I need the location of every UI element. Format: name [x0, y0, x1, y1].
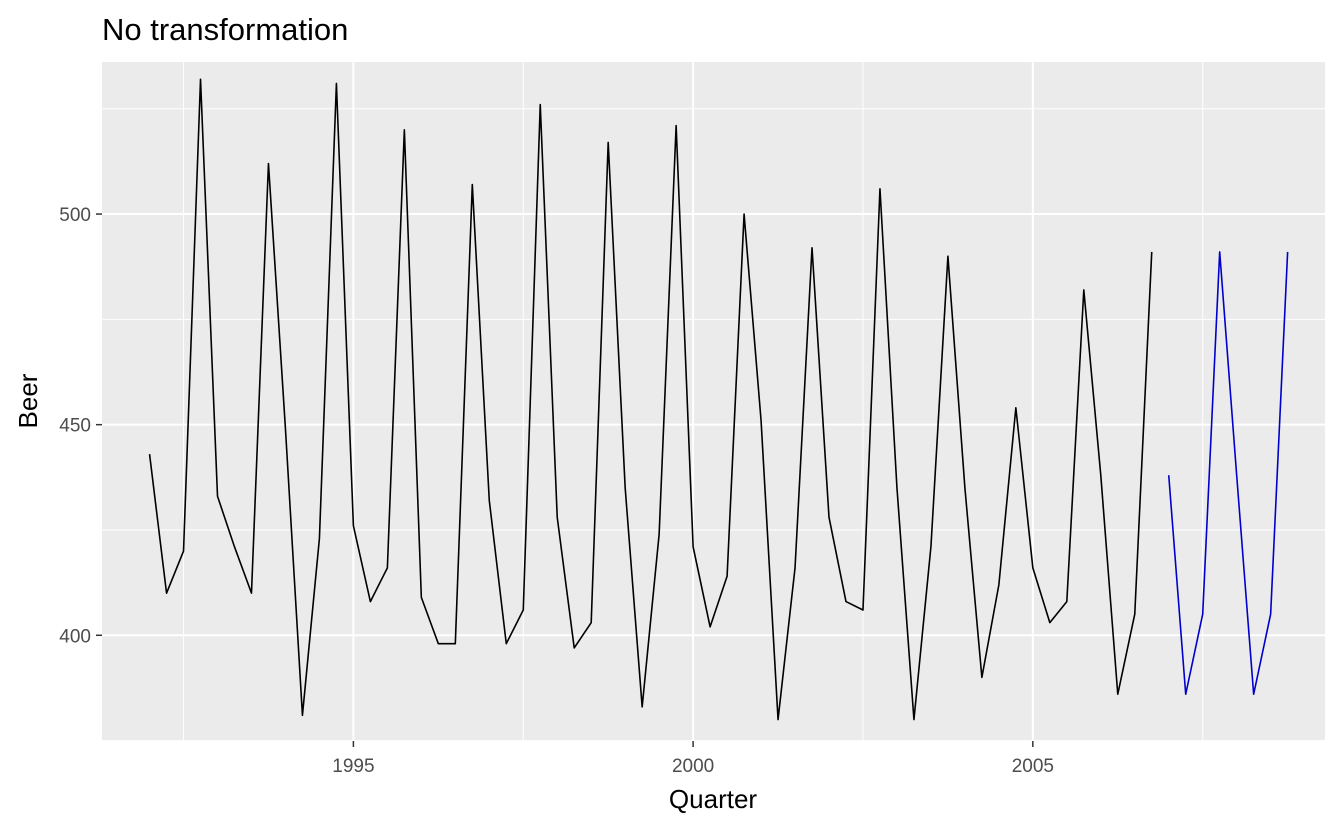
- series-line-observed: [148, 78, 1153, 721]
- y-tick-label: 500: [59, 205, 91, 226]
- y-axis-title: Beer: [13, 373, 43, 428]
- x-axis: 1995 2000 2005: [332, 741, 1054, 777]
- x-axis-title: Quarter: [669, 784, 757, 814]
- y-tick-label: 400: [59, 626, 91, 647]
- series-lines: [148, 78, 1289, 721]
- y-axis: 400 450 500: [59, 205, 102, 647]
- minor-gridlines: [102, 62, 1325, 742]
- x-tick-label: 1995: [332, 756, 374, 777]
- x-tick-label: 2005: [1012, 756, 1054, 777]
- series-line-forecast: [1167, 251, 1289, 696]
- x-tick-label: 2000: [672, 756, 714, 777]
- plot-panel: [102, 62, 1325, 741]
- y-tick-label: 450: [59, 416, 91, 437]
- chart-title: No transformation: [102, 12, 348, 47]
- major-gridlines: [102, 62, 1325, 741]
